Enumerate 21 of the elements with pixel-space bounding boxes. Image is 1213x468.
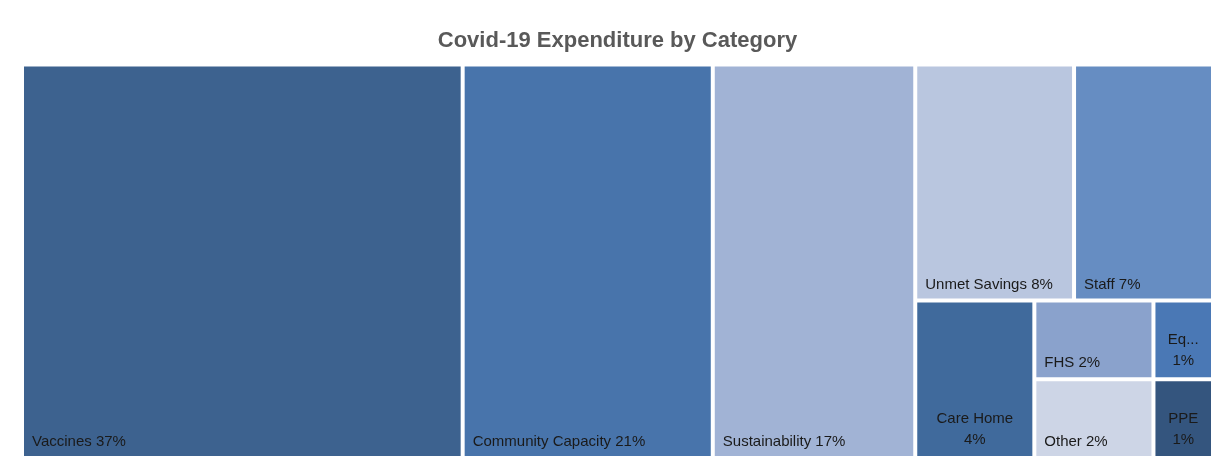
category-label: Care Home xyxy=(936,408,1014,426)
text: Covid-19 Expenditure by Category xyxy=(437,27,798,53)
data-label: 4% xyxy=(963,430,986,447)
category-label: Staff xyxy=(1084,274,1119,292)
category-label: FHS xyxy=(1044,353,1079,371)
data-label: 21% xyxy=(615,432,646,449)
category-label: Sustainability xyxy=(722,432,816,449)
data-label: 2% xyxy=(1086,432,1108,449)
data-label: 7% xyxy=(1118,274,1141,292)
data-label: 17% xyxy=(815,432,846,449)
category-label: Other xyxy=(1044,432,1087,449)
category-label: Vaccines xyxy=(32,432,96,449)
data-label: 8% xyxy=(1031,274,1053,292)
data-label: 1% xyxy=(1172,351,1195,369)
data-label: 37% xyxy=(95,432,126,449)
category-label: PPE xyxy=(1168,408,1199,426)
category-label: Eq... xyxy=(1167,329,1199,347)
data-label: 2% xyxy=(1078,353,1101,371)
category-label: Unmet Savings xyxy=(925,274,1032,292)
category-label: Community Capacity xyxy=(472,432,616,449)
data-label: 1% xyxy=(1172,430,1195,447)
